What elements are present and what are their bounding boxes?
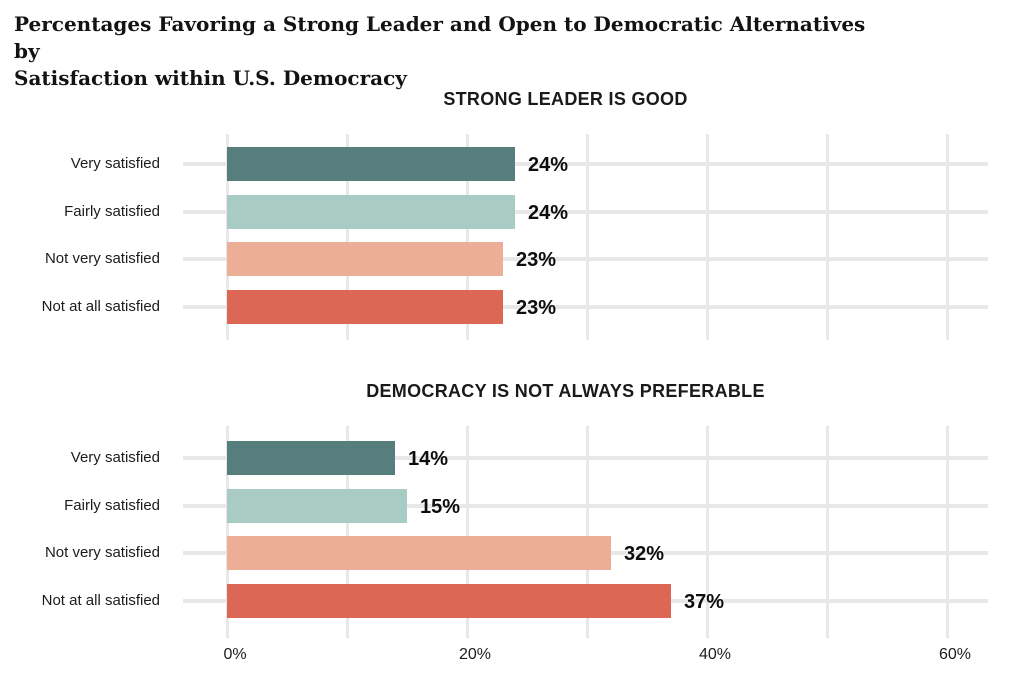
y-axis-label: Not at all satisfied bbox=[41, 591, 160, 609]
gridline-vertical bbox=[586, 426, 589, 638]
panel-democracy: Very satisfied 14% Fairly satisfied 15% Not … bbox=[0, 426, 1009, 638]
bar-value-label: 32% bbox=[624, 543, 665, 565]
bar bbox=[227, 441, 395, 475]
gridline-horizontal bbox=[183, 162, 988, 166]
bar bbox=[227, 242, 503, 277]
facet-title-democracy: DEMOCRACY IS NOT ALWAYS PREFERABLE bbox=[366, 381, 765, 401]
y-axis-label: Not at all satisfied bbox=[41, 298, 160, 316]
bar-value-label: 23% bbox=[516, 249, 557, 272]
x-axis-tick-label: 60% bbox=[938, 646, 972, 663]
bar bbox=[227, 147, 515, 181]
gridline-vertical bbox=[466, 426, 469, 638]
y-axis-label: Fairly satisfied bbox=[64, 202, 160, 220]
gridline-horizontal bbox=[183, 456, 988, 460]
gridline-vertical bbox=[826, 426, 829, 638]
facet-title-strong-leader: STRONG LEADER IS GOOD bbox=[443, 89, 688, 109]
x-axis-tick-label: 0% bbox=[223, 646, 247, 663]
y-axis-label: Not very satisfied bbox=[44, 250, 160, 268]
gridline-vertical bbox=[706, 134, 709, 340]
gridline-vertical bbox=[226, 134, 229, 340]
bar bbox=[227, 583, 671, 618]
bar-value-label: 37% bbox=[684, 590, 725, 613]
bar-value-label: 24% bbox=[528, 154, 569, 176]
gridline-vertical bbox=[346, 426, 349, 638]
gridline-vertical bbox=[466, 134, 469, 340]
panel-strong-leader: Very satisfied 24% Fairly satisfied 24% Not … bbox=[0, 134, 1009, 340]
gridline-horizontal bbox=[183, 503, 988, 508]
y-axis-label: Fairly satisfied bbox=[64, 496, 160, 514]
bar-value-label: 15% bbox=[420, 495, 461, 518]
gridline-vertical bbox=[226, 426, 229, 638]
bar-value-label: 24% bbox=[528, 201, 569, 224]
chart-title-line-1: Percentages Favoring a Strong Leader and… bbox=[14, 12, 866, 63]
gridline-vertical bbox=[346, 134, 349, 340]
gridline-vertical bbox=[946, 426, 949, 638]
y-axis-label: Not very satisfied bbox=[44, 544, 160, 561]
bar bbox=[227, 488, 407, 523]
gridline-horizontal bbox=[183, 209, 988, 214]
gridline-vertical bbox=[946, 134, 949, 340]
gridline-vertical bbox=[706, 426, 709, 638]
gridline-vertical bbox=[826, 134, 829, 340]
gridline-horizontal bbox=[183, 257, 988, 262]
x-axis-tick-label: 40% bbox=[698, 646, 732, 663]
chart-title-line-2: Satisfaction within U.S. Democracy bbox=[14, 66, 407, 90]
chart-title: Percentages Favoring a Strong Leader and… bbox=[14, 11, 894, 92]
bar bbox=[227, 536, 611, 570]
gridline-vertical bbox=[586, 134, 589, 340]
gridline-horizontal bbox=[183, 305, 988, 310]
bar bbox=[227, 290, 503, 325]
bar-value-label: 23% bbox=[516, 297, 557, 320]
y-axis-label: Very satisfied bbox=[70, 155, 160, 172]
y-axis-label: Very satisfied bbox=[70, 449, 160, 466]
x-axis-tick-label: 20% bbox=[458, 646, 492, 663]
bar bbox=[227, 194, 515, 229]
bar-value-label: 14% bbox=[408, 448, 449, 470]
